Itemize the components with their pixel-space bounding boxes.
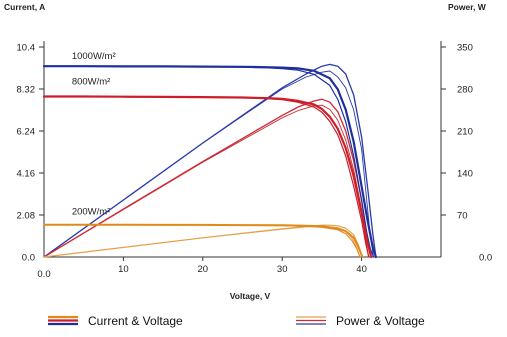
irradiance-label: 200W/m² <box>72 207 111 218</box>
power-voltage-curve <box>43 104 370 258</box>
y-right-axis-title: Power, W <box>448 2 487 12</box>
power-voltage-curve <box>43 70 374 258</box>
x-axis-title: Voltage, V <box>230 291 271 301</box>
y-right-tick-label: 280 <box>457 85 473 96</box>
current-voltage-curve <box>43 95 370 258</box>
x-origin-label: 0.0 <box>37 269 50 280</box>
power-voltage-curve <box>43 98 372 258</box>
legend-entry-label: Power & Voltage <box>336 314 425 328</box>
y-left-tick-label: 10.4 <box>17 43 36 54</box>
plot-area: 0.0 2.08 4.16 6.24 8.32 10.4 0.0 70 140 210 280 350… <box>17 41 492 280</box>
x-tick-label: 40 <box>356 264 367 275</box>
x-tick-label: 10 <box>118 264 129 275</box>
x-tick-label: 20 <box>198 264 209 275</box>
y-right-tick-label: 210 <box>457 127 473 138</box>
y-left-tick-label: 4.16 <box>17 169 36 180</box>
y-left-tick-label: 8.32 <box>17 85 36 96</box>
irradiance-label: 1000W/m² <box>72 51 116 62</box>
irradiance-label: 800W/m² <box>72 76 111 87</box>
y-left-tick-label: 6.24 <box>17 127 36 138</box>
x-tick-label: 30 <box>277 264 288 275</box>
legend: Current & Voltage Power & Voltage <box>48 314 425 328</box>
power-voltage-curve <box>43 224 363 258</box>
y-left-tick-label: 2.08 <box>17 211 36 222</box>
y-right-tick-label: 350 <box>457 43 473 54</box>
current-voltage-curve <box>42 95 373 259</box>
y-right-tick-label: 70 <box>457 211 468 222</box>
y-left-tick-label: 0.0 <box>22 253 35 264</box>
y-right-tick-label: 140 <box>457 169 473 180</box>
power-voltage-curve <box>43 226 361 258</box>
current-voltage-curve <box>43 65 375 258</box>
current-voltage-curve <box>43 223 364 258</box>
legend-entry-label: Current & Voltage <box>88 314 183 328</box>
current-voltage-curve <box>43 224 361 258</box>
y-right-tick-label: 0.0 <box>479 253 492 264</box>
y-left-axis-title: Current, A <box>4 2 45 12</box>
